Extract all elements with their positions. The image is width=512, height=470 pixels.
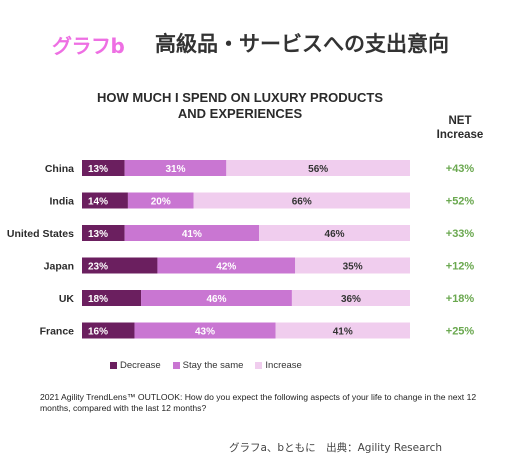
legend-swatch-increase bbox=[255, 362, 263, 369]
bar-value-label: 20% bbox=[151, 197, 171, 208]
bar-segment bbox=[141, 290, 292, 306]
bar-segment bbox=[193, 192, 410, 209]
bar-segment bbox=[82, 290, 142, 306]
net-increase-value: +52% bbox=[446, 196, 475, 208]
bar-value-label: 16% bbox=[88, 327, 108, 338]
bar-value-label: 66% bbox=[292, 197, 312, 208]
legend-label-increase: Increase bbox=[265, 360, 302, 371]
bar-value-label: 43% bbox=[195, 327, 215, 338]
net-increase-value: +18% bbox=[446, 293, 475, 305]
legend-label-decrease: Decrease bbox=[120, 360, 161, 371]
bar-segment bbox=[157, 257, 296, 274]
bar-value-label: 18% bbox=[88, 294, 108, 305]
bar-segment bbox=[82, 322, 135, 339]
bar-value-label: 13% bbox=[88, 229, 108, 240]
bar-segment bbox=[127, 192, 194, 209]
category-label: France bbox=[40, 326, 75, 338]
bar-segment bbox=[82, 192, 128, 209]
bar-segment bbox=[124, 160, 227, 176]
category-label: China bbox=[45, 163, 74, 175]
bar-value-label: 31% bbox=[165, 164, 185, 175]
chart-legend: Decrease Stay the same Increase bbox=[110, 360, 302, 371]
bar-value-label: 46% bbox=[206, 294, 226, 305]
bar-value-label: 35% bbox=[343, 262, 363, 273]
bar-segment bbox=[82, 225, 125, 241]
chart-panel: HOW MUCH I SPEND ON LUXURY PRODUCTS AND … bbox=[0, 82, 512, 470]
bar-value-label: 41% bbox=[182, 229, 202, 240]
page-title: 高級品・サービスへの支出意向 bbox=[155, 32, 449, 56]
bar-segment bbox=[295, 257, 410, 274]
category-label: United States bbox=[7, 228, 74, 240]
bar-segment bbox=[82, 257, 158, 274]
chart-title: HOW MUCH I SPEND ON LUXURY PRODUCTS AND … bbox=[96, 90, 383, 121]
net-increase-value: +43% bbox=[446, 163, 475, 175]
bar-segment bbox=[82, 160, 125, 176]
survey-footnote: 2021 Agility TrendLens™ OUTLOOK: How do … bbox=[40, 392, 477, 413]
bar-value-label: 56% bbox=[308, 164, 328, 175]
graph-label: グラフb bbox=[52, 34, 125, 58]
net-increase-value: +12% bbox=[446, 261, 475, 273]
bar-value-label: 13% bbox=[88, 164, 108, 175]
legend-item-increase: Increase bbox=[255, 360, 302, 371]
net-increase-header: NET Increase bbox=[436, 115, 484, 141]
legend-item-decrease: Decrease bbox=[110, 360, 161, 371]
bar-value-label: 23% bbox=[88, 262, 108, 273]
net-increase-value: +25% bbox=[446, 326, 475, 338]
bar-value-label: 41% bbox=[333, 327, 353, 338]
legend-item-stay: Stay the same bbox=[172, 360, 244, 371]
bar-value-label: 36% bbox=[341, 294, 361, 305]
legend-swatch-decrease bbox=[110, 362, 117, 369]
stacked-bar-chart: China 13% 31% 56% +43% India 14% 20% 66% +52% Unit… bbox=[7, 160, 475, 339]
bar-segment bbox=[259, 225, 410, 241]
category-label: Japan bbox=[44, 261, 74, 273]
category-label: UK bbox=[59, 293, 75, 305]
bar-segment bbox=[124, 225, 260, 241]
legend-swatch-stay bbox=[172, 362, 180, 369]
bar-value-label: 46% bbox=[325, 229, 345, 240]
net-increase-value: +33% bbox=[446, 228, 475, 240]
bar-value-label: 14% bbox=[88, 197, 108, 208]
legend-label-stay: Stay the same bbox=[182, 360, 244, 371]
bar-segment bbox=[275, 322, 410, 339]
source-credit: グラフa、bともに 出典：Agility Research bbox=[229, 442, 443, 454]
bar-segment bbox=[226, 160, 410, 176]
category-label: India bbox=[49, 196, 74, 208]
bar-segment bbox=[291, 290, 410, 306]
bar-value-label: 42% bbox=[216, 262, 236, 273]
bar-segment bbox=[134, 322, 276, 339]
